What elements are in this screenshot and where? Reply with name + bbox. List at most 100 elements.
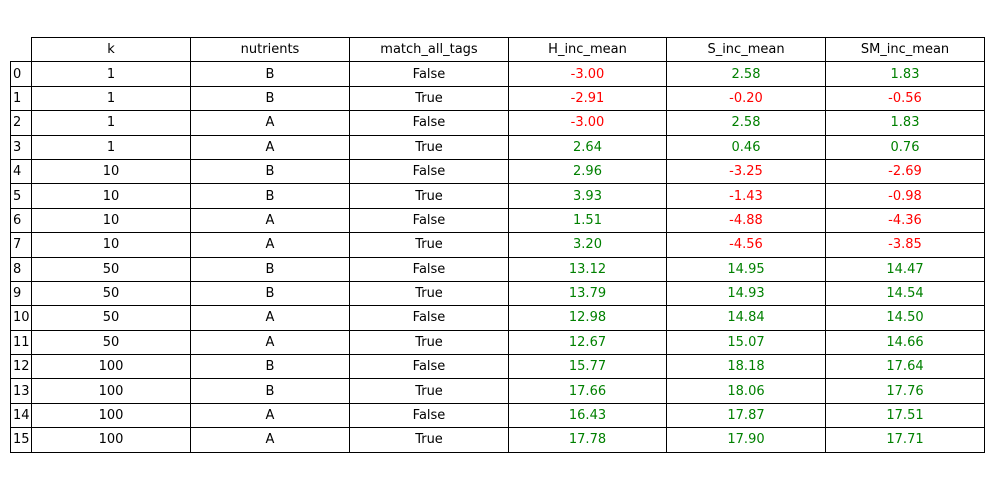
table-row: 6 10 A False 1.51 -4.88 -4.36: [10, 207, 985, 234]
cell-match-all-tags: True: [349, 378, 509, 404]
cell-h-inc-mean: 3.93: [508, 183, 667, 209]
row-index-cell: 7: [10, 232, 32, 258]
cell-s-inc-mean: 14.84: [666, 305, 826, 331]
cell-s-inc-mean: 14.93: [666, 280, 826, 307]
cell-match-all-tags: True: [349, 85, 509, 112]
column-header-k: k: [31, 36, 191, 63]
cell-sm-inc-mean: 14.47: [825, 256, 985, 282]
column-header-sm-inc-mean: SM_inc_mean: [825, 36, 985, 63]
row-index-cell: 8: [10, 256, 32, 282]
cell-s-inc-mean: -0.20: [666, 85, 826, 112]
column-header-s-inc-mean: S_inc_mean: [666, 36, 826, 63]
cell-h-inc-mean: 16.43: [508, 402, 667, 429]
cell-sm-inc-mean: 1.83: [825, 61, 985, 87]
table-row: 11 50 A True 12.67 15.07 14.66: [10, 329, 985, 356]
cell-h-inc-mean: -3.00: [508, 61, 667, 87]
row-index-cell: 3: [10, 134, 32, 160]
table-row: 4 10 B False 2.96 -3.25 -2.69: [10, 158, 985, 185]
cell-match-all-tags: False: [349, 158, 509, 185]
cell-h-inc-mean: 12.98: [508, 305, 667, 331]
cell-match-all-tags: False: [349, 207, 509, 234]
cell-match-all-tags: True: [349, 183, 509, 209]
cell-k: 100: [31, 427, 191, 453]
cell-h-inc-mean: 3.20: [508, 232, 667, 258]
data-table: k nutrients match_all_tags H_inc_mean S_…: [10, 36, 985, 453]
cell-h-inc-mean: 13.12: [508, 256, 667, 282]
cell-s-inc-mean: 2.58: [666, 61, 826, 87]
cell-match-all-tags: True: [349, 280, 509, 307]
cell-k: 10: [31, 207, 191, 234]
cell-match-all-tags: True: [349, 134, 509, 160]
cell-nutrients: A: [190, 232, 350, 258]
cell-h-inc-mean: 17.78: [508, 427, 667, 453]
cell-k: 100: [31, 402, 191, 429]
cell-nutrients: B: [190, 256, 350, 282]
cell-nutrients: A: [190, 427, 350, 453]
table-row: 14 100 A False 16.43 17.87 17.51: [10, 402, 985, 429]
cell-h-inc-mean: -3.00: [508, 110, 667, 136]
cell-sm-inc-mean: 17.51: [825, 402, 985, 429]
row-index-cell: 2: [10, 110, 32, 136]
cell-k: 50: [31, 305, 191, 331]
cell-match-all-tags: True: [349, 427, 509, 453]
cell-match-all-tags: False: [349, 402, 509, 429]
row-index-cell: 1: [10, 85, 32, 112]
table-row: 8 50 B False 13.12 14.95 14.47: [10, 256, 985, 282]
table-row: 1 1 B True -2.91 -0.20 -0.56: [10, 85, 985, 112]
row-index-cell: 5: [10, 183, 32, 209]
cell-s-inc-mean: 18.18: [666, 354, 826, 380]
column-header-match-all-tags: match_all_tags: [349, 36, 509, 63]
cell-sm-inc-mean: -3.85: [825, 232, 985, 258]
cell-s-inc-mean: 17.87: [666, 402, 826, 429]
cell-k: 1: [31, 85, 191, 112]
cell-s-inc-mean: 15.07: [666, 329, 826, 356]
cell-nutrients: B: [190, 354, 350, 380]
cell-match-all-tags: False: [349, 305, 509, 331]
cell-sm-inc-mean: -0.56: [825, 85, 985, 112]
cell-sm-inc-mean: -4.36: [825, 207, 985, 234]
cell-k: 100: [31, 354, 191, 380]
cell-match-all-tags: False: [349, 110, 509, 136]
row-index-cell: 10: [10, 305, 32, 331]
cell-h-inc-mean: 12.67: [508, 329, 667, 356]
cell-k: 50: [31, 256, 191, 282]
cell-h-inc-mean: 17.66: [508, 378, 667, 404]
table-row: 2 1 A False -3.00 2.58 1.83: [10, 110, 985, 136]
header-row: k nutrients match_all_tags H_inc_mean S_…: [11, 36, 985, 63]
cell-k: 1: [31, 110, 191, 136]
cell-nutrients: B: [190, 85, 350, 112]
column-header-h-inc-mean: H_inc_mean: [508, 36, 667, 63]
cell-k: 50: [31, 329, 191, 356]
cell-nutrients: B: [190, 280, 350, 307]
cell-k: 10: [31, 183, 191, 209]
cell-h-inc-mean: 15.77: [508, 354, 667, 380]
cell-nutrients: A: [190, 329, 350, 356]
cell-h-inc-mean: 2.64: [508, 134, 667, 160]
cell-s-inc-mean: 2.58: [666, 110, 826, 136]
row-index-cell: 11: [10, 329, 32, 356]
cell-match-all-tags: False: [349, 354, 509, 380]
cell-k: 100: [31, 378, 191, 404]
cell-s-inc-mean: 14.95: [666, 256, 826, 282]
cell-s-inc-mean: -1.43: [666, 183, 826, 209]
cell-sm-inc-mean: -0.98: [825, 183, 985, 209]
cell-sm-inc-mean: 1.83: [825, 110, 985, 136]
table-row: 0 1 B False -3.00 2.58 1.83: [10, 61, 985, 87]
cell-nutrients: A: [190, 110, 350, 136]
table-row: 10 50 A False 12.98 14.84 14.50: [10, 305, 985, 331]
cell-s-inc-mean: 0.46: [666, 134, 826, 160]
table-row: 12 100 B False 15.77 18.18 17.64: [10, 354, 985, 380]
cell-k: 1: [31, 61, 191, 87]
cell-match-all-tags: True: [349, 232, 509, 258]
column-header-nutrients: nutrients: [190, 36, 350, 63]
table-row: 7 10 A True 3.20 -4.56 -3.85: [10, 232, 985, 258]
cell-match-all-tags: False: [349, 256, 509, 282]
cell-nutrients: B: [190, 378, 350, 404]
cell-sm-inc-mean: 17.64: [825, 354, 985, 380]
row-index-cell: 14: [10, 402, 32, 429]
cell-h-inc-mean: 1.51: [508, 207, 667, 234]
row-index-cell: 6: [10, 207, 32, 234]
cell-s-inc-mean: -4.88: [666, 207, 826, 234]
cell-nutrients: B: [190, 183, 350, 209]
cell-match-all-tags: False: [349, 61, 509, 87]
